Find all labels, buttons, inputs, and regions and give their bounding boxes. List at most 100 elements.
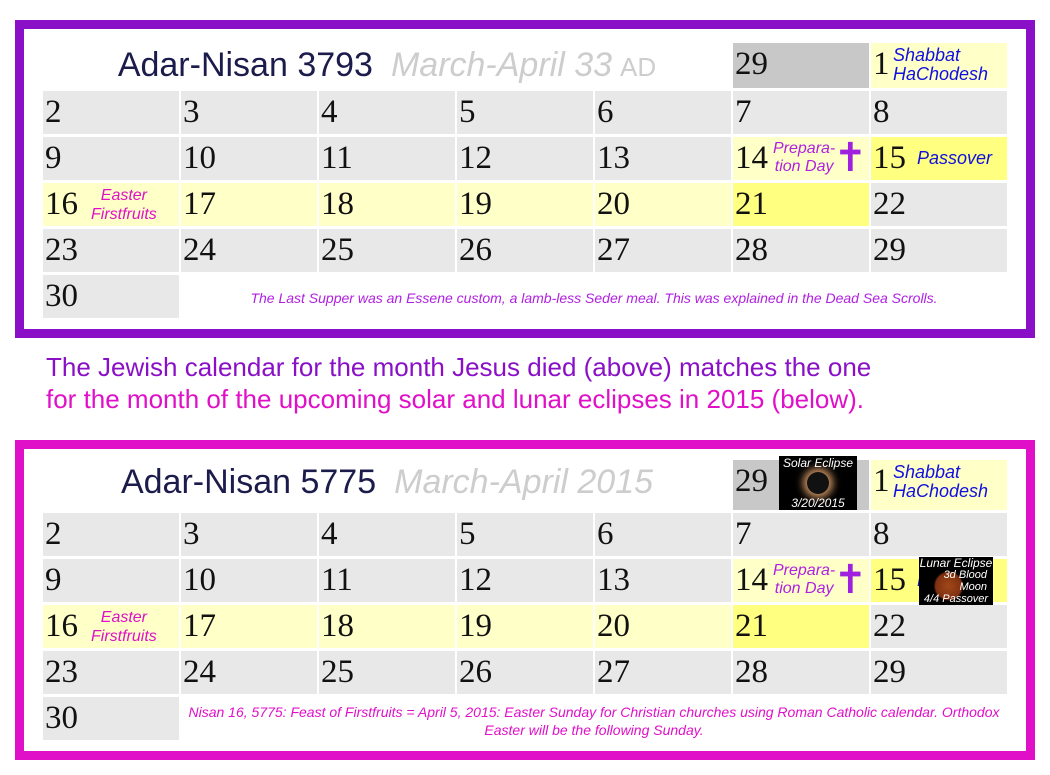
note-line: Passover [917,148,993,168]
calendar-title: Adar-Nisan 3793 March-April 33 AD [43,43,731,88]
day-cell: 10 [181,137,317,180]
day-cell: 20 [595,183,731,226]
day-cell: 11 [319,137,455,180]
day-number: 22 [873,608,906,644]
day-number: 29 [873,232,906,268]
day-number: 6 [597,94,614,130]
day-cell: 7 [733,513,869,556]
day-note: Easter Firstfruits [91,186,157,224]
day-cell: 23 [43,651,179,694]
day-cell: 16 Easter Firstfruits [43,605,179,648]
day-cell: 5 [457,513,593,556]
day-cell: 24 [181,229,317,272]
day-cell: 25 [319,229,455,272]
day-note: Easter Firstfruits [91,608,157,646]
day-number: 19 [459,186,492,222]
day-number: 12 [459,562,492,598]
day-number: 7 [735,94,752,130]
note-line: Shabbat [893,45,961,65]
day-cell: 27 [595,651,731,694]
day-number: 9 [45,140,62,176]
day-cell: 4 [319,513,455,556]
note-line: Easter [100,187,148,204]
caption-line-2: for the month of the upcoming solar and … [46,384,865,414]
day-number: 4 [321,516,338,552]
day-cell: 15 Passover [871,137,1007,180]
day-number: 8 [873,516,890,552]
note-line: Prepara- [773,562,836,579]
day-cell: 9 [43,137,179,180]
day-cell: 22 [871,605,1007,648]
day-cell: 4 [319,91,455,134]
calendar-footer: Nisan 16, 5775: Feast of Firstfruits = A… [188,704,1000,738]
lunar-eclipse-title: Lunar Eclipse [919,556,993,570]
day-number: 17 [183,186,216,222]
day-number: 29 [735,463,768,499]
day-cell: 24 [181,651,317,694]
day-cell: 8 [871,513,1007,556]
day-cell: 18 [319,605,455,648]
day-number: 16 [45,608,78,644]
day-number: 4 [321,94,338,130]
day-number: 19 [459,608,492,644]
day-cell: 17 [181,605,317,648]
note-line: tion Day [774,580,834,597]
day-cell: 26 [457,651,593,694]
solar-eclipse-title: Solar Eclipse [782,456,854,470]
day-cell: 8 [871,91,1007,134]
day-number: 2 [45,94,62,130]
note-line: Firstfruits [91,206,157,223]
day-cell: 12 [457,137,593,180]
calendar-grid: Adar-Nisan 5775 March-April 2015 29 Solar E… [43,456,1007,740]
day-number: 5 [459,94,476,130]
day-cell: 16 Easter Firstfruits [43,183,179,226]
day-cell: 11 [319,559,455,602]
day-note: Shabbat HaChodesh [893,46,988,84]
day-number: 1 [873,46,890,82]
day-cell: 2 [43,91,179,134]
day-cell: 19 [457,183,593,226]
day-number: 26 [459,654,492,690]
day-cell: 7 [733,91,869,134]
day-cell: 28 [733,229,869,272]
lunar-eclipse-line3: 4/4 Passover [923,593,989,605]
day-number: 11 [321,562,353,598]
note-line: HaChodesh [893,64,989,84]
day-number: 2 [45,516,62,552]
day-cell: 3 [181,513,317,556]
day-number: 16 [45,186,78,222]
solar-eclipse-badge: Solar Eclipse 3/20/2015 [779,456,857,510]
day-number: 27 [597,654,630,690]
day-number: 13 [597,140,630,176]
day-cell: 3 [181,91,317,134]
day-number: 10 [183,140,216,176]
title-suffix: AD [620,52,657,82]
day-number: 12 [459,140,492,176]
day-cell: 14 Prepara-tion Day ✝ [733,137,869,180]
note-line: Easter [100,609,148,626]
day-cell: 12 [457,559,593,602]
day-number: 18 [321,608,354,644]
day-number: 17 [183,608,216,644]
day-cell: 1 Shabbat HaChodesh [871,43,1007,88]
day-cell: 20 [595,605,731,648]
day-cell: 17 [181,183,317,226]
day-cell: 5 [457,91,593,134]
note-line: tion Day [774,158,834,175]
title-gregorian: March-April 33 [390,46,613,84]
day-cell: 25 [319,651,455,694]
day-number: 10 [183,562,216,598]
day-cell: 1 Shabbat HaChodesh [871,460,1007,510]
day-number: 14 [735,562,768,598]
day-cell: 29 Solar Eclipse 3/20/2015 [733,456,869,510]
day-number: 7 [735,516,752,552]
day-number: 28 [735,232,768,268]
day-number: 9 [45,562,62,598]
day-cell: 6 [595,91,731,134]
day-cell: 29 [871,229,1007,272]
day-number: 29 [735,46,768,82]
day-cell: 2 [43,513,179,556]
day-cell: 21 [733,183,869,226]
day-number: 29 [873,654,906,690]
day-number: 20 [597,186,630,222]
